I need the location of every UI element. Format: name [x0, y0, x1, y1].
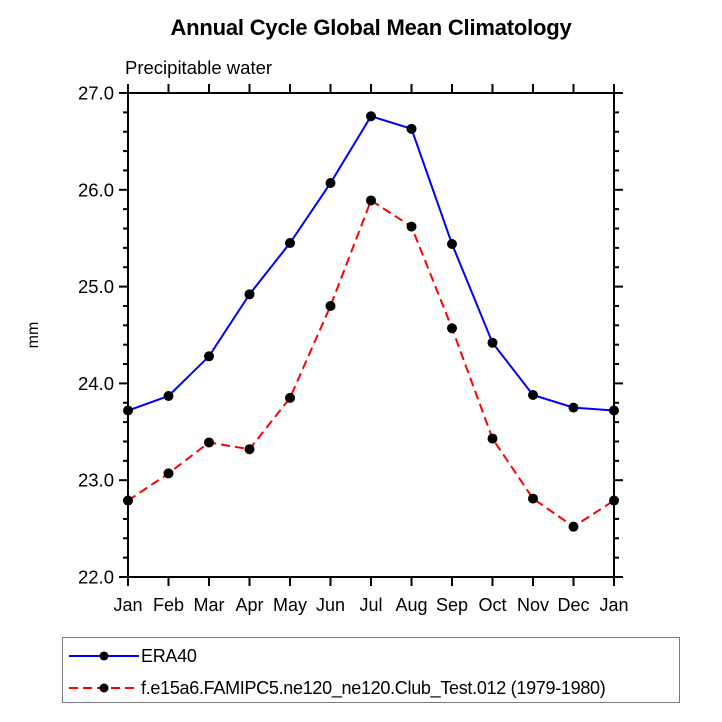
- data-point-marker: [609, 495, 619, 506]
- data-point-marker: [406, 221, 417, 232]
- y-axis-tick-label: 23.0: [78, 470, 114, 491]
- data-point-marker: [285, 238, 295, 249]
- x-axis-tick-label: Jul: [359, 595, 382, 615]
- data-point-marker: [447, 323, 457, 334]
- data-point-marker: [123, 405, 133, 416]
- x-axis-tick-label: Jan: [599, 595, 628, 615]
- legend-dashed-line-icon: [69, 683, 139, 693]
- data-point-marker: [366, 195, 376, 206]
- x-axis-tick-label: Sep: [436, 595, 468, 615]
- data-point-marker: [325, 300, 336, 311]
- data-point-marker: [244, 444, 255, 455]
- x-axis-tick-label: Nov: [517, 595, 549, 615]
- data-point-marker: [528, 390, 538, 401]
- data-point-marker: [163, 390, 174, 401]
- legend-label-model-run: f.e15a6.FAMIPC5.ne120_ne120.Club_Test.01…: [141, 677, 606, 698]
- legend-label-era40: ERA40: [141, 645, 197, 666]
- data-point-marker: [447, 239, 457, 250]
- data-point-marker: [487, 433, 498, 444]
- y-axis-tick-label: 22.0: [78, 567, 114, 588]
- data-point-marker: [285, 392, 295, 403]
- data-point-marker: [609, 405, 619, 416]
- data-point-marker: [568, 521, 579, 532]
- data-point-marker: [406, 123, 417, 134]
- x-axis-tick-label: May: [273, 595, 307, 615]
- data-point-marker: [123, 495, 133, 506]
- data-point-marker: [366, 111, 376, 122]
- x-axis-tick-label: Aug: [395, 595, 427, 615]
- legend-item-model-run: f.e15a6.FAMIPC5.ne120_ne120.Club_Test.01…: [67, 677, 606, 699]
- data-point-marker: [204, 351, 214, 362]
- data-point-marker: [244, 289, 255, 300]
- series-line-era40: [127, 115, 615, 412]
- y-axis-tick-label: 25.0: [78, 276, 114, 297]
- data-point-marker: [487, 337, 498, 348]
- y-axis-title: mm: [25, 322, 42, 349]
- data-point-marker: [325, 178, 336, 189]
- chart-subtitle: Precipitable water: [125, 57, 273, 78]
- x-axis-tick-label: Dec: [557, 595, 589, 615]
- y-axis-tick-label: 27.0: [78, 83, 114, 104]
- legend-item-era40: ERA40: [67, 645, 197, 667]
- y-axis-tick-label: 26.0: [78, 179, 114, 200]
- x-axis-tick-label: Apr: [235, 595, 263, 615]
- x-axis-tick-label: Mar: [194, 595, 225, 615]
- x-axis-tick-label: Jun: [316, 595, 345, 615]
- legend-marker-dot: [99, 651, 109, 661]
- data-point-marker: [528, 493, 538, 504]
- legend-solid-line-icon: [69, 651, 139, 661]
- x-axis-tick-label: Oct: [478, 595, 506, 615]
- data-point-marker: [568, 402, 579, 413]
- chart-title: Annual Cycle Global Mean Climatology: [170, 15, 572, 40]
- data-point-marker: [163, 468, 174, 479]
- y-axis-tick-label: 24.0: [78, 373, 114, 394]
- x-axis-tick-label: Feb: [153, 595, 184, 615]
- legend: ERA40 f.e15a6.FAMIPC5.ne120_ne120.Club_T…: [62, 637, 680, 703]
- data-point-marker: [204, 437, 214, 448]
- legend-marker-dot: [99, 683, 109, 693]
- x-axis-tick-label: Jan: [113, 595, 142, 615]
